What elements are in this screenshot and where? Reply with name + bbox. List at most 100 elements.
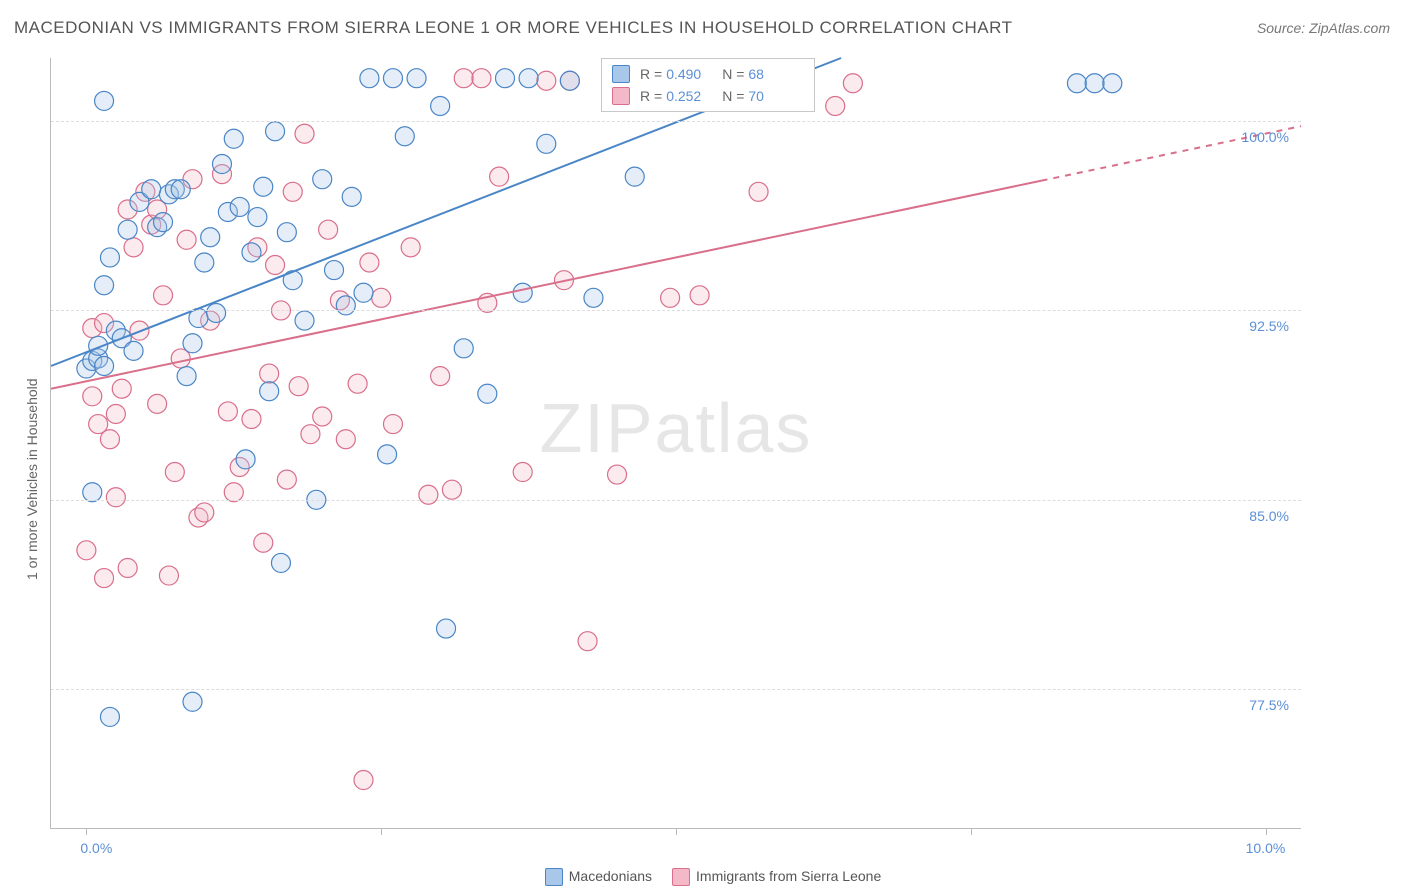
bottom-legend: Macedonians Immigrants from Sierra Leone (0, 868, 1406, 886)
data-point (360, 253, 379, 272)
data-point (519, 69, 538, 88)
data-point (112, 379, 131, 398)
data-point (118, 558, 137, 577)
data-point (342, 187, 361, 206)
data-point (236, 450, 255, 469)
data-point (242, 410, 261, 429)
data-point (83, 387, 102, 406)
stats-n-value: 68 (748, 66, 790, 82)
data-point (454, 339, 473, 358)
data-point (254, 533, 273, 552)
data-point (177, 230, 196, 249)
data-point (95, 276, 114, 295)
data-point (124, 238, 143, 257)
data-point (401, 238, 420, 257)
data-point (472, 69, 491, 88)
gridline (51, 121, 1301, 122)
data-point (295, 311, 314, 330)
data-point (1103, 74, 1122, 93)
data-point (201, 228, 220, 247)
data-point (271, 553, 290, 572)
data-point (478, 384, 497, 403)
data-point (212, 155, 231, 174)
data-point (248, 208, 267, 227)
data-point (289, 377, 308, 396)
data-point (154, 213, 173, 232)
data-point (431, 96, 450, 115)
data-point (277, 223, 296, 242)
trend-line (51, 181, 1042, 389)
data-point (207, 303, 226, 322)
data-point (578, 632, 597, 651)
stats-r-label: R = (640, 88, 662, 104)
stats-r-label: R = (640, 66, 662, 82)
data-point (159, 566, 178, 585)
data-point (218, 402, 237, 421)
data-point (95, 569, 114, 588)
data-point (313, 407, 332, 426)
data-point (1085, 74, 1104, 93)
data-point (843, 74, 862, 93)
data-point (283, 182, 302, 201)
data-point (277, 470, 296, 489)
chart-title: MACEDONIAN VS IMMIGRANTS FROM SIERRA LEO… (14, 18, 1012, 38)
legend-label: Macedonians (569, 868, 652, 884)
data-point (260, 364, 279, 383)
data-point (490, 167, 509, 186)
data-point (154, 286, 173, 305)
data-point (224, 129, 243, 148)
legend-swatch (672, 868, 690, 886)
data-point (148, 394, 167, 413)
data-point (360, 69, 379, 88)
legend-label: Immigrants from Sierra Leone (696, 868, 881, 884)
data-point (106, 488, 125, 507)
stats-r-value: 0.490 (666, 66, 708, 82)
data-point (584, 288, 603, 307)
data-point (348, 374, 367, 393)
plot-svg (51, 58, 1301, 828)
y-tick-label: 85.0% (1249, 508, 1289, 524)
data-point (319, 220, 338, 239)
data-point (95, 357, 114, 376)
data-point (437, 619, 456, 638)
data-point (419, 485, 438, 504)
data-point (354, 771, 373, 790)
data-point (124, 341, 143, 360)
data-point (301, 425, 320, 444)
data-point (690, 286, 709, 305)
data-point (442, 480, 461, 499)
data-point (372, 288, 391, 307)
x-tick (381, 828, 382, 835)
data-point (336, 296, 355, 315)
x-tick-label-last: 10.0% (1246, 840, 1286, 856)
chart-container: MACEDONIAN VS IMMIGRANTS FROM SIERRA LEO… (0, 0, 1406, 892)
data-point (195, 253, 214, 272)
data-point (266, 256, 285, 275)
plot-area: ZIPatlas R =0.490N =68R =0.252N =70 77.5… (50, 58, 1301, 829)
data-point (537, 134, 556, 153)
x-tick (86, 828, 87, 835)
data-point (100, 707, 119, 726)
data-point (260, 382, 279, 401)
stats-swatch (612, 65, 630, 83)
stats-row: R =0.490 N =68 (602, 63, 814, 85)
data-point (183, 692, 202, 711)
gridline (51, 500, 1301, 501)
legend-swatch (545, 868, 563, 886)
data-point (496, 69, 515, 88)
data-point (183, 334, 202, 353)
data-point (171, 180, 190, 199)
data-point (77, 541, 96, 560)
data-point (513, 463, 532, 482)
chart-source: Source: ZipAtlas.com (1257, 20, 1390, 36)
data-point (431, 367, 450, 386)
data-point (230, 197, 249, 216)
stats-r-value: 0.252 (666, 88, 708, 104)
stats-n-value: 70 (748, 88, 790, 104)
data-point (295, 124, 314, 143)
stats-n-label: N = (722, 66, 744, 82)
x-tick (676, 828, 677, 835)
data-point (254, 177, 273, 196)
data-point (661, 288, 680, 307)
data-point (383, 415, 402, 434)
